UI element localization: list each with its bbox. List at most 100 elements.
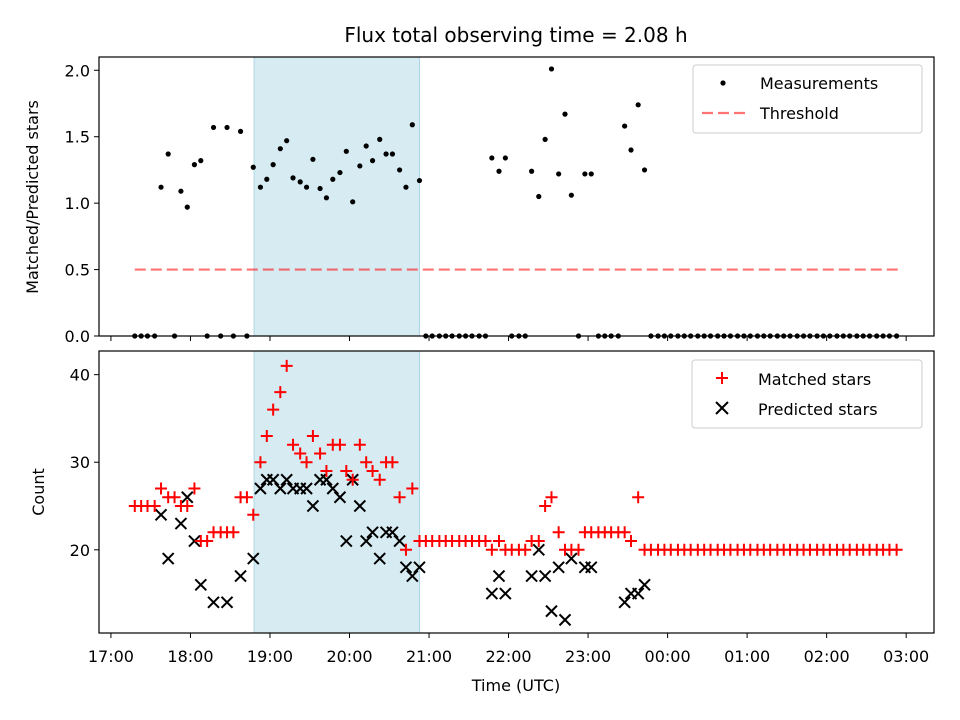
predicted-star-marker — [618, 596, 631, 609]
measurement-point — [548, 66, 555, 72]
top-legend-box — [692, 64, 923, 134]
matched-star-marker — [287, 438, 300, 451]
measurement-point — [158, 184, 164, 190]
measurement-point — [178, 188, 184, 194]
measurement-point — [416, 177, 423, 184]
predicted-star-marker — [274, 482, 287, 495]
measurement-point — [297, 179, 303, 185]
top-y-tick-label: 2.0 — [65, 61, 90, 80]
matched-star-marker — [254, 456, 267, 469]
predicted-star-marker — [406, 569, 419, 583]
matched-star-marker — [399, 543, 412, 556]
measurement-point — [635, 102, 641, 108]
measurement-point — [562, 111, 568, 117]
matched-star-marker — [360, 456, 373, 469]
observing-window-shade-top — [253, 56, 420, 337]
matched-star-marker — [353, 438, 366, 451]
x-tick-label: 02:00 — [804, 647, 850, 666]
legend-measurements-label: Measurements — [760, 74, 878, 93]
matched-star-marker — [632, 491, 645, 504]
measurement-point — [403, 184, 409, 190]
matched-star-marker — [168, 491, 181, 504]
bottom-x-ticks: 17:00 18:00 19:00 20:00 21:00 22:00 23:00 00:00… — [88, 633, 929, 666]
top-y-ticks: 0.0 0.5 1.0 1.5 2.0 — [65, 61, 99, 346]
predicted-star-marker — [300, 482, 313, 495]
measurement-point — [284, 138, 290, 144]
measurement-point — [191, 162, 198, 168]
matched-star-marker — [300, 456, 313, 469]
legend-predicted-label: Predicted stars — [758, 400, 878, 419]
matched-star-marker — [201, 535, 214, 548]
measurement-point — [257, 184, 264, 190]
matched-star-marker — [340, 464, 353, 477]
measurement-point — [290, 175, 296, 181]
bottom-legend-box — [691, 359, 923, 429]
bottom-axes-frame — [98, 350, 935, 634]
predicted-star-marker — [565, 552, 578, 565]
legend-threshold-label: Threshold — [759, 104, 839, 123]
measurement-point — [303, 184, 310, 190]
measurement-point — [496, 168, 502, 174]
measurement-point — [389, 151, 396, 157]
top-y-tick-label: 1.5 — [65, 128, 90, 147]
predicted-star-marker — [359, 534, 373, 548]
matched-star-marker — [240, 491, 253, 504]
predicted-star-marker — [154, 508, 168, 521]
legend-predicted-marker — [715, 401, 729, 415]
top-y-tick-label: 0.0 — [65, 327, 90, 346]
predicted-star-marker — [247, 552, 260, 565]
matched-star-marker — [532, 535, 545, 548]
predicted-star-marker — [353, 499, 367, 513]
top-legend: Measurements Threshold — [692, 64, 923, 134]
legend-matched-label: Matched stars — [758, 370, 871, 389]
legend-matched-marker — [716, 372, 728, 384]
predicted-star-marker — [234, 569, 247, 583]
measurement-point — [369, 158, 376, 164]
measurement-point — [588, 171, 594, 177]
predicted-star-marker — [188, 534, 201, 548]
bottom-y-tick-label: 40 — [70, 366, 90, 385]
matched-star-marker — [393, 491, 406, 504]
predicted-star-marker — [320, 473, 333, 486]
measurement-point — [542, 136, 548, 142]
top-y-tick-label: 0.5 — [65, 261, 90, 280]
measurement-point — [582, 171, 588, 177]
measurement-point — [350, 199, 356, 205]
predicted-star-marker — [532, 543, 545, 557]
measurement-point — [330, 176, 336, 182]
measurement-point — [343, 148, 349, 154]
measurement-point — [323, 195, 330, 201]
matched-star-marker — [618, 526, 631, 539]
matched-star-marker — [572, 543, 585, 556]
predicted-star-marker — [207, 596, 220, 609]
measurement-point — [337, 169, 343, 176]
top-panel: 0.00.51.01.52.0 Matched/Predicted stars … — [23, 56, 935, 346]
measurement-point — [198, 158, 204, 164]
matched-star-markers — [128, 359, 903, 556]
predicted-star-marker — [174, 517, 188, 530]
top-y-tick-label: 1.0 — [65, 194, 90, 213]
x-tick-label: 21:00 — [406, 647, 452, 666]
matched-star-marker — [346, 473, 359, 486]
matched-star-marker — [148, 500, 161, 513]
measurement-point — [310, 156, 316, 162]
predicted-star-marker — [340, 534, 353, 548]
predicted-star-marker — [326, 482, 340, 495]
measurement-point — [237, 128, 244, 134]
matched-star-marker — [333, 438, 346, 451]
matched-star-marker — [373, 473, 386, 486]
bottom-y-tick-label: 30 — [70, 453, 90, 472]
matched-star-marker — [280, 359, 293, 372]
matched-star-marker — [890, 543, 903, 556]
predicted-star-marker — [333, 491, 347, 504]
measurement-point — [568, 192, 574, 198]
matched-star-marker — [485, 543, 498, 556]
chart-title: Flux total observing time = 2.08 h — [344, 23, 687, 47]
matched-star-marker — [294, 447, 307, 460]
measurement-point — [270, 162, 276, 168]
measurement-point — [556, 171, 562, 177]
matched-star-marker — [181, 500, 194, 513]
matched-star-marker — [366, 464, 379, 477]
x-tick-label: 00:00 — [645, 647, 691, 666]
predicted-star-marker — [638, 578, 651, 592]
